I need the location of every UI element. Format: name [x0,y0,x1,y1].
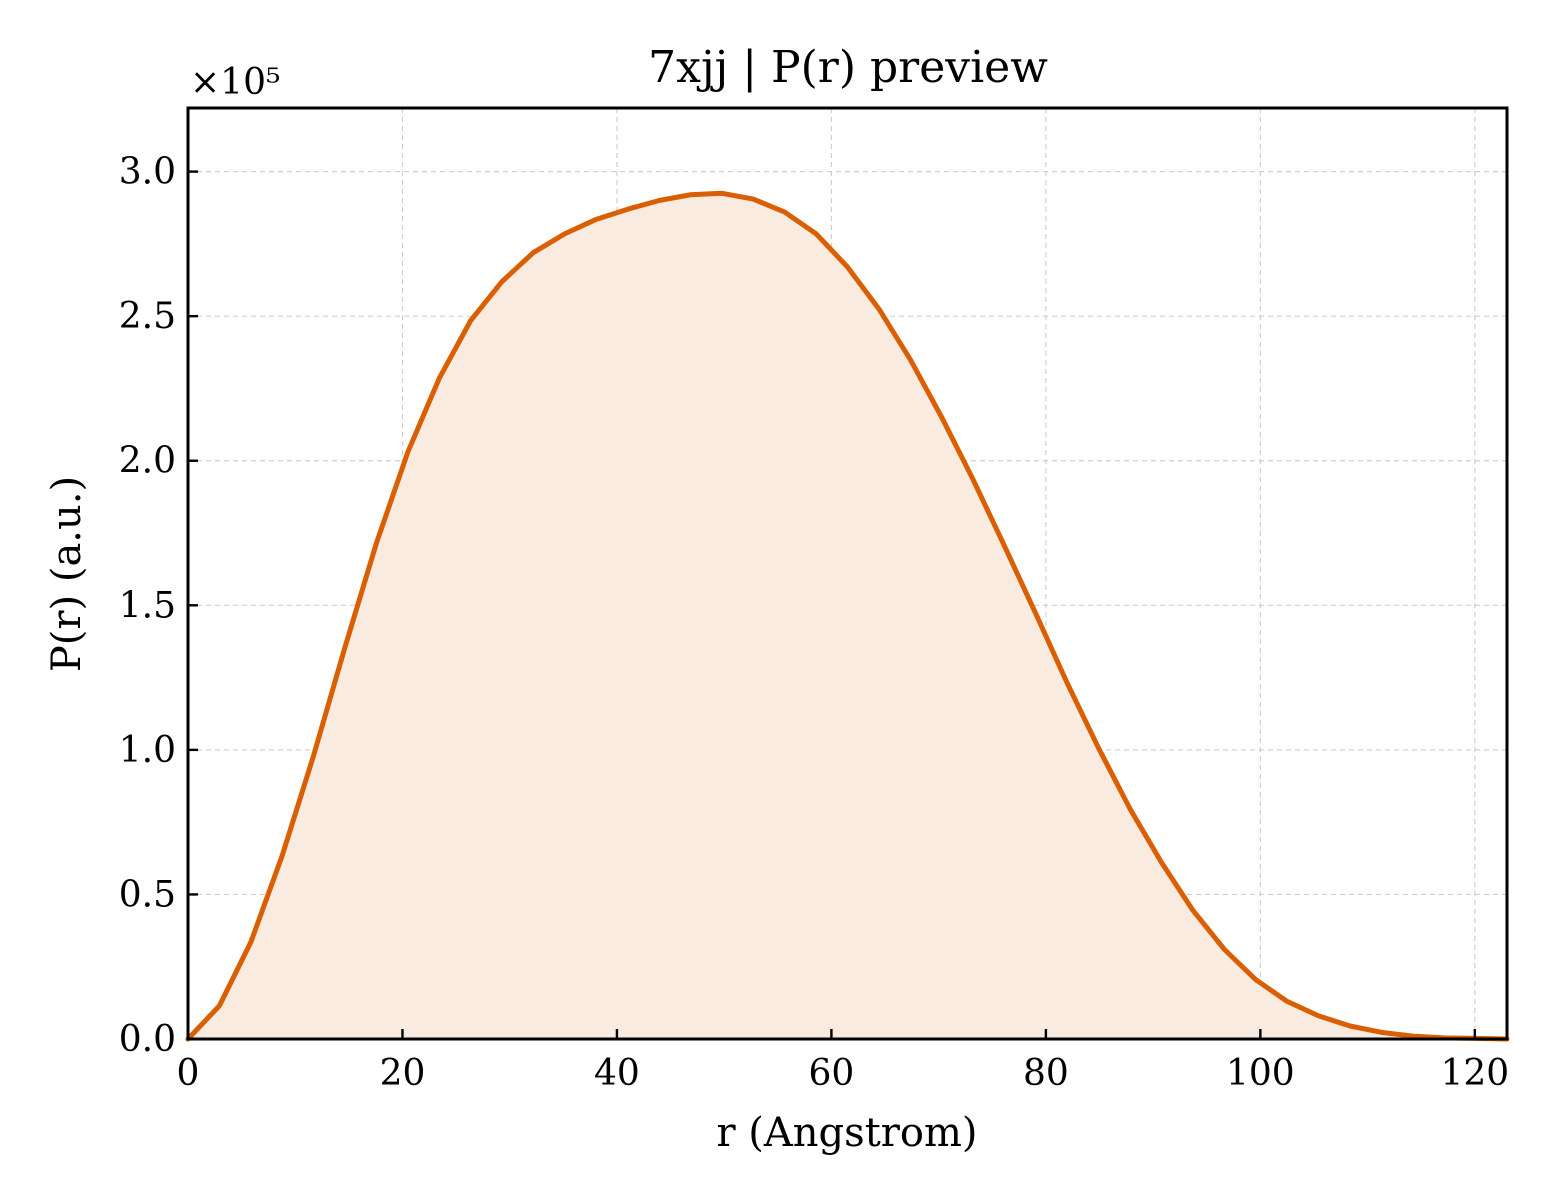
x-tick-label: 0 [177,1053,200,1094]
y-tick-label: 2.0 [119,441,176,482]
y-axis-label: P(r) (a.u.) [44,476,90,672]
x-tick-label: 100 [1226,1053,1295,1094]
plot-frame [186,106,1509,1041]
chart-title: 7xjj | P(r) preview [648,42,1048,93]
data-line-group [185,190,1510,1042]
x-tick-label: 40 [594,1053,640,1094]
x-tick-label: 20 [380,1053,426,1094]
y-tick-label: 3.0 [119,152,176,193]
y-scale-label: ×10⁵ [190,62,280,103]
x-tick-label: 120 [1440,1053,1509,1094]
x-tick-label: 80 [1023,1053,1069,1094]
y-tick-label: 0.0 [119,1019,176,1060]
tick-labels: 0 20 40 60 80 100 120 0.0 0.5 1.0 1.5 2.0 2.5 3.0 [119,152,1509,1094]
y-tick-label: 0.5 [119,874,176,915]
y-tick-label: 2.5 [119,296,176,337]
data-line [185,190,1510,1042]
data-area [188,193,1507,1040]
data-area-group [188,193,1507,1040]
x-tick-label: 60 [809,1053,855,1094]
y-tick-label: 1.0 [119,730,176,771]
y-tick-label: 1.5 [119,585,176,626]
x-axis-label: r (Angstrom) [716,1110,977,1156]
